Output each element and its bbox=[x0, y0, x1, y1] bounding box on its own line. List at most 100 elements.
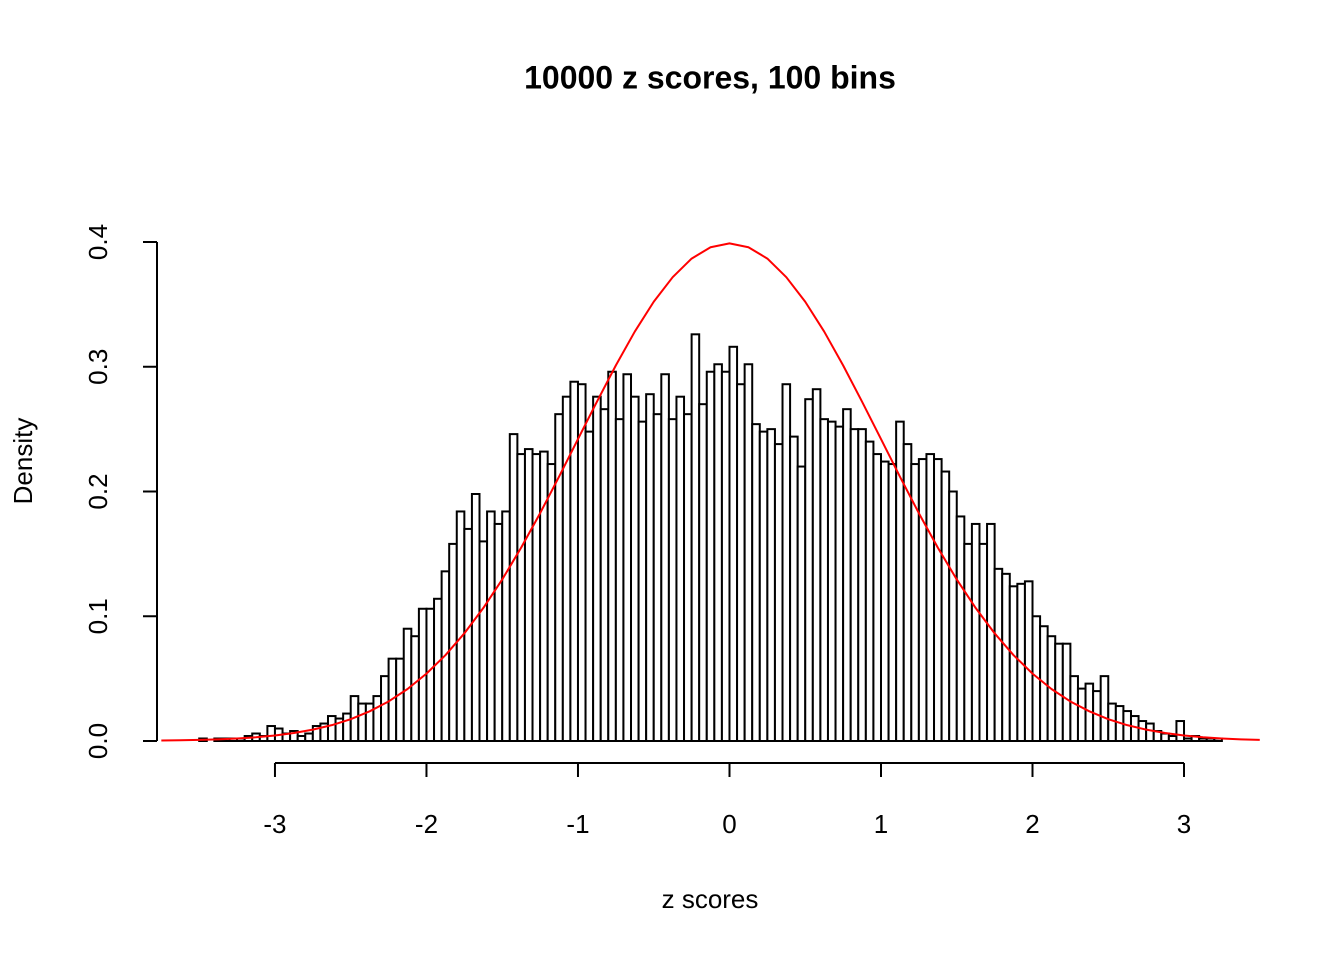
bar bbox=[652, 413, 663, 742]
bar bbox=[1137, 720, 1148, 742]
x-tick-label: -2 bbox=[415, 809, 438, 839]
x-tick-label: -1 bbox=[566, 809, 589, 839]
x-tick-label: -3 bbox=[263, 809, 286, 839]
bar bbox=[1023, 580, 1034, 742]
bar bbox=[849, 428, 860, 742]
bar bbox=[455, 510, 466, 742]
bar bbox=[516, 453, 526, 742]
bar bbox=[925, 453, 936, 742]
bar bbox=[796, 465, 807, 742]
y-tick-label: 0.3 bbox=[83, 349, 113, 385]
bar bbox=[584, 430, 595, 742]
bar bbox=[622, 373, 633, 742]
bar bbox=[599, 408, 610, 742]
bar bbox=[486, 510, 496, 742]
bar bbox=[1175, 720, 1186, 742]
bar bbox=[842, 408, 852, 742]
bar bbox=[1160, 732, 1170, 743]
bar bbox=[1099, 675, 1110, 743]
bar bbox=[478, 540, 489, 743]
bar bbox=[607, 370, 617, 742]
bar bbox=[948, 490, 958, 742]
chart-title: 10000 z scores, 100 bins bbox=[524, 59, 896, 95]
bar bbox=[410, 635, 420, 743]
bar bbox=[690, 333, 701, 742]
bar bbox=[508, 433, 519, 742]
bar bbox=[304, 732, 314, 743]
bar bbox=[804, 398, 814, 742]
bar bbox=[736, 383, 746, 742]
bar bbox=[569, 380, 579, 742]
x-tick-label: 3 bbox=[1177, 809, 1191, 839]
bar bbox=[720, 370, 731, 742]
bar bbox=[773, 443, 784, 742]
bar bbox=[751, 423, 761, 742]
density-curve bbox=[161, 242, 1260, 742]
y-tick-label: 0.1 bbox=[83, 598, 113, 634]
bar bbox=[630, 395, 640, 742]
bar bbox=[592, 395, 602, 742]
bar bbox=[614, 418, 625, 742]
bar bbox=[342, 712, 352, 742]
bar bbox=[705, 370, 716, 742]
bar bbox=[789, 435, 799, 742]
bar bbox=[683, 413, 693, 742]
bar bbox=[834, 425, 845, 742]
bar bbox=[539, 450, 549, 742]
bar bbox=[902, 443, 913, 742]
x-tick-label: 2 bbox=[1025, 809, 1039, 839]
bar bbox=[879, 460, 890, 742]
x-tick-label: 0 bbox=[722, 809, 736, 839]
bar bbox=[887, 463, 898, 742]
bar bbox=[546, 463, 557, 742]
bar bbox=[326, 715, 337, 742]
bar bbox=[1183, 737, 1193, 743]
bar bbox=[955, 515, 966, 743]
bar bbox=[781, 383, 792, 742]
bar bbox=[675, 395, 686, 742]
bar bbox=[1167, 735, 1178, 743]
bar bbox=[1145, 722, 1155, 742]
bar bbox=[1008, 585, 1019, 742]
bar bbox=[1076, 687, 1087, 742]
bar bbox=[978, 542, 989, 743]
bar bbox=[917, 458, 928, 742]
bar bbox=[1061, 642, 1072, 743]
bar bbox=[554, 413, 564, 742]
bar bbox=[766, 428, 776, 742]
bar bbox=[1198, 737, 1208, 743]
bar bbox=[531, 453, 542, 742]
bar bbox=[872, 453, 882, 742]
bar bbox=[940, 470, 951, 742]
y-axis-label: Density bbox=[8, 418, 38, 505]
x-tick-label: 1 bbox=[874, 809, 888, 839]
bar bbox=[826, 420, 837, 742]
bar bbox=[372, 695, 383, 743]
bar bbox=[819, 418, 829, 742]
bar bbox=[357, 702, 367, 743]
bar bbox=[698, 403, 708, 742]
bar bbox=[970, 522, 981, 742]
bar bbox=[811, 388, 822, 742]
bar bbox=[645, 393, 655, 742]
y-tick-label: 0.0 bbox=[83, 723, 113, 759]
bar bbox=[857, 428, 867, 742]
bar bbox=[493, 522, 504, 742]
bar bbox=[523, 448, 534, 742]
bar bbox=[266, 725, 276, 743]
bar bbox=[864, 440, 875, 742]
bar bbox=[1069, 675, 1079, 743]
y-tick-label: 0.4 bbox=[83, 224, 113, 260]
bar bbox=[433, 597, 443, 742]
bar bbox=[993, 567, 1004, 742]
bar bbox=[963, 542, 973, 743]
bar bbox=[463, 527, 473, 742]
x-axis-label: z scores bbox=[662, 884, 759, 914]
bar bbox=[660, 373, 670, 742]
bar bbox=[1001, 572, 1011, 743]
bar bbox=[758, 430, 769, 742]
bar bbox=[402, 627, 413, 742]
bar bbox=[637, 420, 648, 742]
bar bbox=[728, 345, 739, 742]
